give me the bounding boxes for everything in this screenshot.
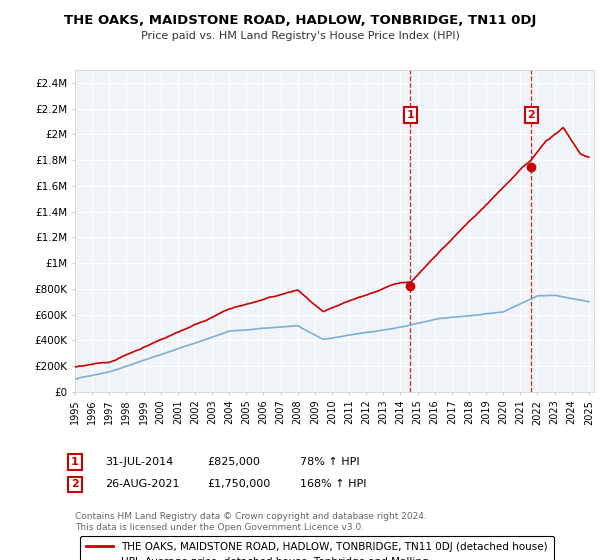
Text: 78% ↑ HPI: 78% ↑ HPI (300, 457, 359, 467)
Text: 2: 2 (71, 479, 79, 489)
Text: £1,750,000: £1,750,000 (207, 479, 270, 489)
Text: £825,000: £825,000 (207, 457, 260, 467)
Text: 1: 1 (71, 457, 79, 467)
Text: 168% ↑ HPI: 168% ↑ HPI (300, 479, 367, 489)
Text: THE OAKS, MAIDSTONE ROAD, HADLOW, TONBRIDGE, TN11 0DJ: THE OAKS, MAIDSTONE ROAD, HADLOW, TONBRI… (64, 14, 536, 27)
Legend: THE OAKS, MAIDSTONE ROAD, HADLOW, TONBRIDGE, TN11 0DJ (detached house), HPI: Ave: THE OAKS, MAIDSTONE ROAD, HADLOW, TONBRI… (80, 536, 554, 560)
Text: 31-JUL-2014: 31-JUL-2014 (105, 457, 173, 467)
Text: Contains HM Land Registry data © Crown copyright and database right 2024.
This d: Contains HM Land Registry data © Crown c… (75, 512, 427, 532)
Text: 2: 2 (527, 110, 535, 120)
Text: Price paid vs. HM Land Registry's House Price Index (HPI): Price paid vs. HM Land Registry's House … (140, 31, 460, 41)
Text: 26-AUG-2021: 26-AUG-2021 (105, 479, 179, 489)
Text: 1: 1 (407, 110, 414, 120)
